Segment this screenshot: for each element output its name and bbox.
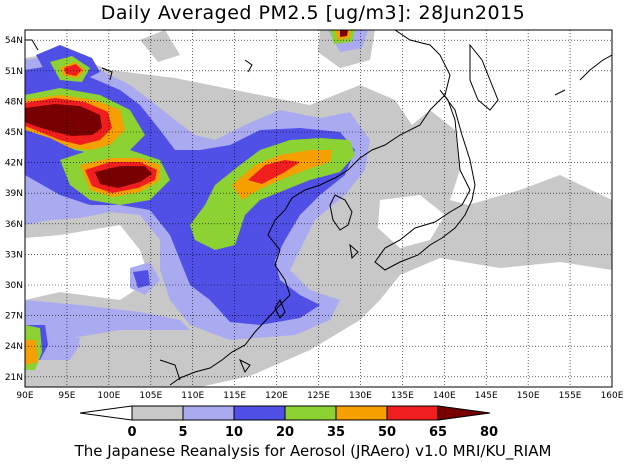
- colorbar-label: 20: [276, 425, 294, 440]
- colorbar-segment: [182, 405, 235, 421]
- lon-tick-label: 125E: [307, 391, 330, 401]
- lon-tick-label: 150E: [517, 391, 540, 401]
- colorbar-segment: [386, 405, 439, 421]
- colorbar-segment: [233, 405, 286, 421]
- lat-tick-label: 33N: [5, 250, 23, 260]
- lat-tick-label: 45N: [5, 128, 23, 138]
- lon-tick-label: 115E: [223, 391, 246, 401]
- lon-tick-label: 105E: [139, 391, 162, 401]
- lat-tick-label: 30N: [5, 281, 23, 291]
- colorbar-label: 0: [127, 425, 136, 440]
- lon-tick-label: 135E: [391, 391, 414, 401]
- lon-tick-label: 100E: [97, 391, 120, 401]
- colorbar-label: 50: [378, 425, 396, 440]
- colorbar-high-extension: [437, 405, 491, 421]
- colorbar-label: 35: [327, 425, 345, 440]
- lat-tick-label: 54N: [5, 36, 23, 46]
- lon-tick-label: 95E: [58, 391, 75, 401]
- colorbar-label: 10: [225, 425, 243, 440]
- colorbar-label: 5: [178, 425, 187, 440]
- lat-tick-label: 21N: [5, 373, 23, 383]
- tick-labels: 90E 95E 100E 105E 110E 115E 120E 125E 130E 135E 14…: [5, 36, 624, 401]
- lat-tick-label: 42N: [5, 159, 23, 169]
- lat-tick-label: 51N: [5, 67, 23, 77]
- lon-tick-label: 160E: [601, 391, 624, 401]
- colorbar-label: 80: [480, 425, 498, 440]
- colorbar-segment: [335, 405, 388, 421]
- lat-tick-label: 48N: [5, 97, 23, 107]
- map-title: Daily Averaged PM2.5 [ug/m3]: 28Jun2015: [100, 2, 526, 24]
- concentration-fill: [25, 30, 612, 387]
- colorbar-low-extension: [79, 405, 133, 421]
- gridlines: [25, 30, 612, 387]
- lon-tick-label: 110E: [181, 391, 204, 401]
- contour-80-plus: [25, 104, 102, 136]
- lat-tick-label: 24N: [5, 342, 23, 352]
- colorbar-segment: [131, 405, 184, 421]
- footer-credit: The Japanese Reanalysis for Aerosol (JRA…: [74, 442, 552, 460]
- coastlines: [25, 30, 612, 386]
- colorbar-segment: [284, 405, 337, 421]
- lat-tick-label: 36N: [5, 220, 23, 230]
- lat-tick-label: 27N: [5, 312, 23, 322]
- lat-tick-label: 39N: [5, 189, 23, 199]
- lon-tick-label: 130E: [349, 391, 372, 401]
- lon-tick-label: 120E: [265, 391, 288, 401]
- lon-tick-label: 145E: [475, 391, 498, 401]
- lon-tick-label: 155E: [559, 391, 582, 401]
- lon-tick-label: 140E: [433, 391, 456, 401]
- colorbar-label: 65: [429, 425, 447, 440]
- colorbar: 0 5 10 20 35 50 65 80: [79, 405, 498, 440]
- lon-tick-label: 90E: [16, 391, 33, 401]
